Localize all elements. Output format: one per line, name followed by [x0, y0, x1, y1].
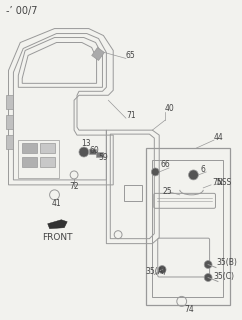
Polygon shape	[92, 47, 104, 60]
Bar	[6, 115, 13, 129]
Circle shape	[189, 170, 198, 180]
Bar	[145, 148, 230, 305]
Text: 6: 6	[200, 165, 205, 174]
Text: 35(A): 35(A)	[145, 267, 166, 276]
Text: 71: 71	[126, 111, 136, 120]
Bar	[6, 135, 13, 149]
Bar	[40, 157, 54, 167]
Circle shape	[79, 147, 89, 157]
Bar	[22, 143, 37, 153]
Bar	[6, 95, 13, 109]
Text: NSS: NSS	[216, 179, 231, 188]
Text: 75: 75	[212, 179, 222, 188]
Text: 35(B): 35(B)	[216, 258, 237, 267]
Text: 59: 59	[98, 153, 108, 162]
Text: 35(C): 35(C)	[213, 272, 234, 281]
Text: 41: 41	[52, 199, 61, 208]
Circle shape	[204, 260, 212, 268]
Bar	[40, 143, 54, 153]
Circle shape	[151, 168, 159, 176]
Polygon shape	[48, 220, 67, 229]
Text: 40: 40	[165, 104, 175, 113]
Text: FRONT: FRONT	[42, 233, 72, 242]
Text: 44: 44	[214, 132, 224, 141]
Text: 13: 13	[81, 139, 91, 148]
Bar	[22, 157, 37, 167]
Bar	[89, 149, 96, 154]
Text: 60: 60	[90, 146, 99, 155]
Text: 74: 74	[185, 305, 194, 314]
Bar	[152, 160, 223, 297]
Text: 72: 72	[69, 182, 79, 191]
Text: -’ 00/7: -’ 00/7	[6, 6, 37, 16]
Bar	[124, 185, 142, 201]
Text: 66: 66	[160, 160, 170, 170]
Text: 65: 65	[126, 51, 136, 60]
Circle shape	[158, 266, 166, 274]
Text: 25: 25	[162, 188, 172, 196]
Circle shape	[204, 274, 212, 282]
Bar	[96, 152, 103, 157]
